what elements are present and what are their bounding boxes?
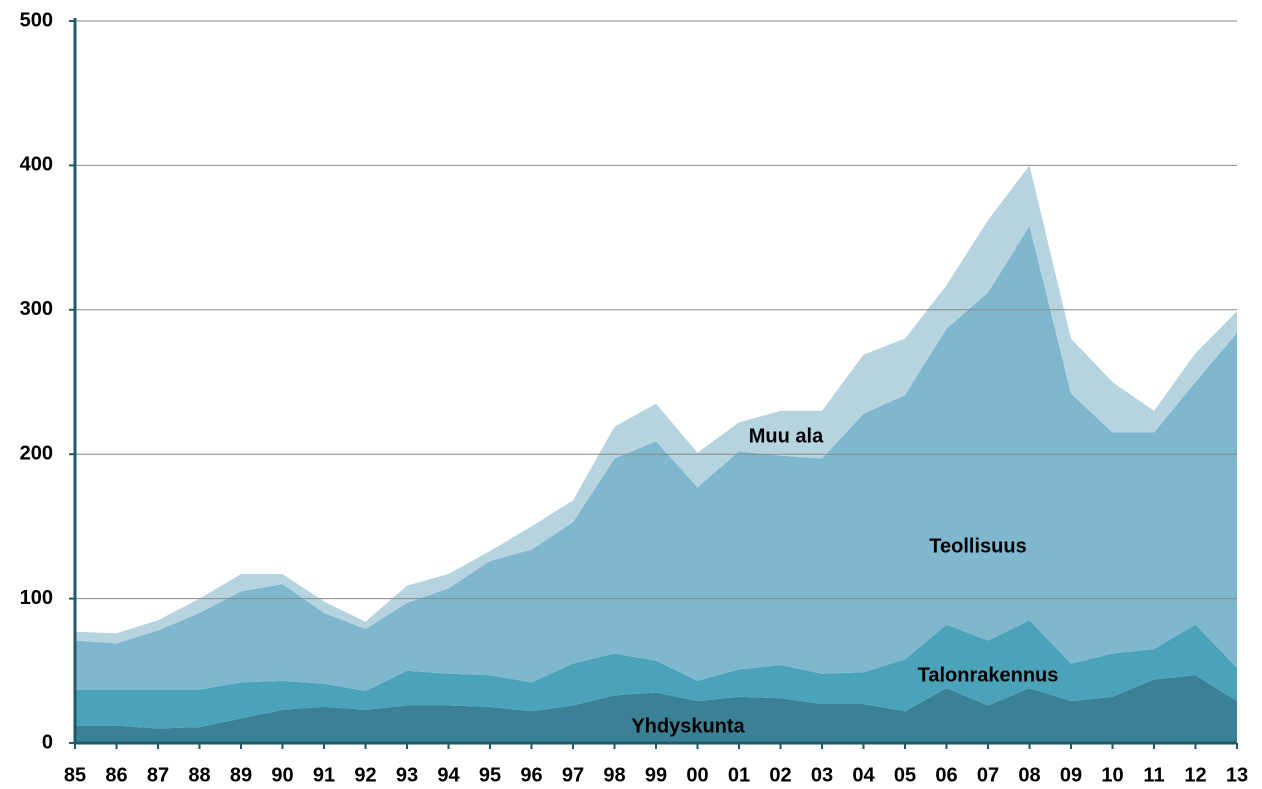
- x-tick-label: 92: [354, 764, 376, 786]
- y-tick-label: 500: [20, 9, 53, 31]
- y-tick-label: 400: [20, 154, 53, 176]
- y-tick-label: 0: [42, 731, 53, 753]
- series-label: Talonrakennus: [918, 664, 1059, 686]
- series-label: Teollisuus: [929, 535, 1026, 557]
- x-tick-label: 02: [769, 764, 791, 786]
- y-tick-label: 100: [20, 587, 53, 609]
- x-tick-label: 98: [603, 764, 625, 786]
- x-tick-label: 86: [105, 764, 127, 786]
- x-tick-label: 11: [1143, 764, 1164, 786]
- series-label: Yhdyskunta: [631, 715, 745, 737]
- area: [75, 226, 1237, 692]
- x-tick-label: 07: [977, 764, 999, 786]
- area: [75, 165, 1237, 644]
- x-tick-label: 99: [645, 764, 667, 786]
- x-tick-label: 09: [1060, 764, 1082, 786]
- x-tick-label: 95: [479, 764, 501, 786]
- x-tick-label: 12: [1184, 764, 1206, 786]
- x-tick-label: 91: [313, 764, 335, 786]
- x-tick-label: 01: [728, 764, 750, 786]
- y-tick-label: 300: [20, 298, 53, 320]
- x-tick-label: 06: [935, 764, 957, 786]
- x-tick-label: 03: [811, 764, 833, 786]
- x-tick-label: 04: [852, 764, 875, 786]
- x-tick-label: 90: [271, 764, 293, 786]
- x-tick-label: 85: [64, 764, 86, 786]
- x-tick-label: 96: [520, 764, 542, 786]
- series-label: Muu ala: [749, 425, 824, 447]
- x-tick-label: 05: [894, 764, 916, 786]
- x-tick-label: 08: [1018, 764, 1040, 786]
- x-tick-label: 13: [1226, 764, 1248, 786]
- x-tick-label: 00: [686, 764, 708, 786]
- x-tick-label: 88: [188, 764, 210, 786]
- x-tick-label: 87: [147, 764, 169, 786]
- x-tick-label: 10: [1101, 764, 1123, 786]
- x-tick-label: 94: [437, 764, 460, 786]
- area: [75, 620, 1237, 729]
- x-tick-label: 97: [562, 764, 584, 786]
- x-tick-label: 89: [230, 764, 252, 786]
- x-tick-label: 93: [396, 764, 418, 786]
- area: [75, 675, 1237, 743]
- y-tick-label: 200: [20, 442, 53, 464]
